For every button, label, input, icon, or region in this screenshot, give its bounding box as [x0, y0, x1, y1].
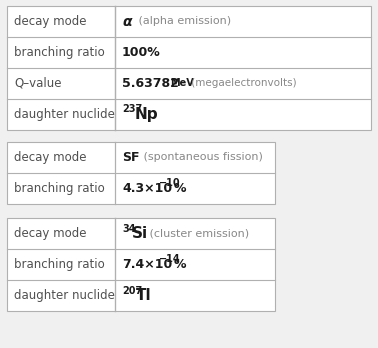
Text: %: %: [174, 182, 186, 195]
Text: SF: SF: [122, 151, 139, 164]
Text: branching ratio: branching ratio: [14, 46, 105, 59]
Text: −14: −14: [159, 254, 181, 264]
Text: 100%: 100%: [122, 46, 161, 59]
Bar: [7, 218, 275, 311]
Text: branching ratio: branching ratio: [14, 182, 105, 195]
Text: Si: Si: [132, 226, 148, 241]
Text: 207: 207: [122, 285, 142, 295]
Text: (spontaneous fission): (spontaneous fission): [140, 152, 263, 163]
Text: MeV: MeV: [170, 79, 194, 88]
Text: (alpha emission): (alpha emission): [135, 16, 231, 26]
Bar: [7, 6, 371, 130]
Text: (megaelectronvolts): (megaelectronvolts): [188, 79, 297, 88]
Text: 237: 237: [122, 104, 142, 114]
Text: daughter nuclide: daughter nuclide: [14, 108, 115, 121]
Text: Np: Np: [135, 107, 159, 122]
Text: 34: 34: [122, 223, 135, 234]
Text: 7.4×10: 7.4×10: [122, 258, 172, 271]
Text: Q–value: Q–value: [14, 77, 62, 90]
Text: %: %: [174, 258, 186, 271]
Text: branching ratio: branching ratio: [14, 258, 105, 271]
Text: decay mode: decay mode: [14, 151, 87, 164]
Text: 5.63782: 5.63782: [122, 77, 181, 90]
Text: decay mode: decay mode: [14, 15, 87, 28]
Text: −10: −10: [159, 179, 181, 189]
Text: α: α: [122, 15, 132, 29]
Text: daughter nuclide: daughter nuclide: [14, 289, 115, 302]
Text: 4.3×10: 4.3×10: [122, 182, 172, 195]
Text: decay mode: decay mode: [14, 227, 87, 240]
Text: Tl: Tl: [136, 288, 152, 303]
Text: (cluster emission): (cluster emission): [146, 229, 249, 238]
Bar: [7, 142, 275, 204]
